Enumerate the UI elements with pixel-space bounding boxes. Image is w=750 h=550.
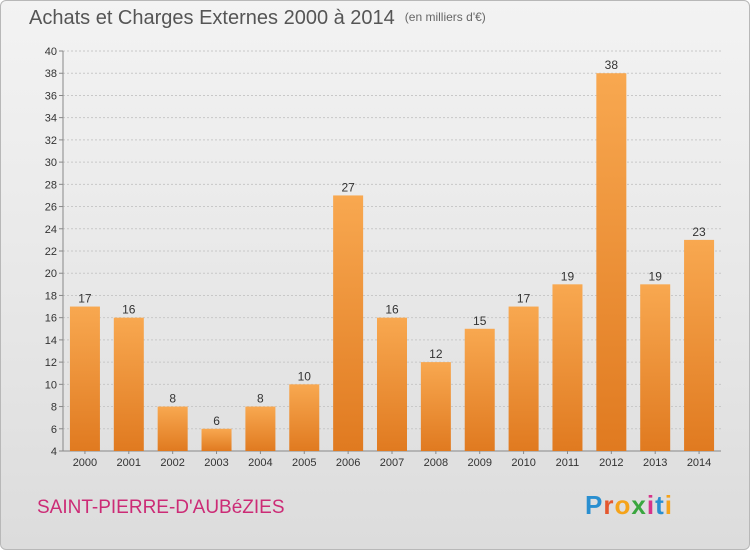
x-tick-label-2004: 2004 (248, 457, 272, 469)
brand-letter: P (585, 490, 604, 520)
y-tick-label: 28 (45, 179, 57, 191)
bar-2009 (464, 328, 495, 451)
bar-2006 (333, 195, 364, 451)
y-tick-label: 30 (45, 157, 57, 169)
value-label-2003: 6 (213, 414, 220, 428)
value-label-2005: 10 (298, 369, 312, 383)
x-tick-label-2011: 2011 (556, 457, 580, 469)
y-tick-label: 8 (51, 402, 57, 414)
bar-2007 (377, 317, 407, 451)
y-tick-label: 12 (45, 357, 57, 369)
x-tick-label-2009: 2009 (467, 457, 491, 469)
value-label-2012: 38 (605, 58, 619, 72)
y-tick-label: 32 (45, 135, 57, 147)
chart-title-block: Achats et Charges Externes 2000 à 2014 (e… (29, 7, 486, 30)
value-label-2011: 19 (561, 269, 575, 283)
y-tick-label: 20 (45, 268, 57, 280)
value-label-2013: 19 (649, 269, 663, 283)
bar-2013 (640, 284, 671, 451)
bar-2002 (157, 406, 188, 451)
value-label-2010: 17 (517, 292, 531, 306)
bar-2001 (113, 317, 144, 451)
brand-letter: i (664, 490, 673, 520)
x-tick-label-2006: 2006 (336, 457, 360, 469)
y-tick-label: 40 (45, 46, 57, 58)
x-tick-label-2007: 2007 (380, 457, 404, 469)
y-tick-label: 10 (45, 379, 57, 391)
x-tick-label-2001: 2001 (117, 457, 141, 469)
x-tick-label-2013: 2013 (643, 457, 667, 469)
value-label-2007: 16 (385, 303, 399, 317)
value-label-2008: 12 (429, 347, 443, 361)
value-label-2004: 8 (257, 392, 264, 406)
x-tick-label-2014: 2014 (687, 457, 711, 469)
chart-subtitle: (en milliers d'€) (404, 10, 486, 24)
bar-2011 (552, 284, 583, 451)
value-label-2002: 8 (169, 392, 176, 406)
bar-2008 (420, 362, 451, 451)
value-label-2000: 17 (78, 292, 92, 306)
chart-title: Achats et Charges Externes 2000 à 2014 (29, 7, 395, 29)
y-tick-label: 36 (45, 90, 57, 102)
y-tick-label: 4 (51, 446, 57, 458)
brand-letter: x (631, 490, 647, 520)
value-label-2009: 15 (473, 314, 487, 328)
bar-2014 (684, 239, 715, 451)
y-tick-label: 22 (45, 246, 57, 258)
x-tick-label-2012: 2012 (599, 457, 623, 469)
bar-2005 (289, 384, 320, 451)
commune-name: SAINT-PIERRE-D'AUBéZIES (37, 497, 285, 518)
value-label-2001: 16 (122, 303, 136, 317)
bar-2004 (245, 406, 276, 451)
x-tick-label-2002: 2002 (160, 457, 184, 469)
x-tick-label-2005: 2005 (292, 457, 316, 469)
brand-letter: i (646, 490, 656, 520)
bar-2000 (69, 306, 100, 451)
y-tick-label: 18 (45, 290, 57, 302)
y-tick-label: 26 (45, 202, 57, 214)
y-tick-label: 16 (45, 313, 57, 325)
bars (69, 73, 715, 451)
x-tick-label-2000: 2000 (73, 457, 97, 469)
bar-2012 (596, 73, 627, 451)
y-tick-label: 24 (45, 224, 57, 236)
y-tick-label: 6 (51, 424, 57, 436)
bar-2003 (201, 428, 232, 451)
bar-2010 (508, 306, 539, 451)
value-label-2014: 23 (692, 225, 706, 239)
x-tick-label-2008: 2008 (424, 457, 448, 469)
brand-logo[interactable]: Proxiti (585, 490, 673, 521)
y-tick-label: 34 (45, 113, 57, 125)
brand-letter: o (614, 490, 632, 520)
y-tick-label: 38 (45, 68, 57, 80)
brand-letter: t (655, 490, 665, 520)
labels: 4 6 8 10 12 14 16 18 20 22 24 26 28 30 32 34 36 38 40 17 200… (45, 46, 712, 469)
value-label-2006: 27 (341, 180, 355, 194)
y-tick-label: 14 (45, 335, 57, 347)
x-tick-label-2010: 2010 (511, 457, 535, 469)
x-tick-label-2003: 2003 (204, 457, 228, 469)
brand-letter: r (603, 490, 615, 520)
